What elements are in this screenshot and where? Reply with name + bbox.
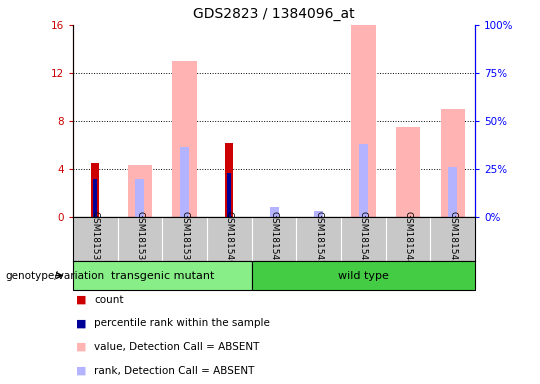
Text: count: count	[94, 295, 124, 305]
Text: GSM181537: GSM181537	[91, 211, 100, 266]
Bar	[225, 142, 233, 217]
Text: GSM181541: GSM181541	[269, 211, 279, 266]
Text: GSM181544: GSM181544	[403, 211, 413, 265]
Text: value, Detection Call = ABSENT: value, Detection Call = ABSENT	[94, 342, 260, 352]
Text: GSM181543: GSM181543	[359, 211, 368, 266]
Bar	[93, 179, 97, 217]
Text: genotype/variation: genotype/variation	[5, 270, 105, 281]
Title: GDS2823 / 1384096_at: GDS2823 / 1384096_at	[193, 7, 355, 21]
Bar	[359, 144, 368, 217]
Text: transgenic mutant: transgenic mutant	[111, 270, 214, 281]
Text: rank, Detection Call = ABSENT: rank, Detection Call = ABSENT	[94, 366, 255, 376]
Bar	[227, 172, 231, 217]
Text: ■: ■	[76, 318, 86, 328]
Text: ■: ■	[76, 342, 86, 352]
Bar	[91, 163, 99, 217]
Text: GSM181540: GSM181540	[225, 211, 234, 266]
Text: ■: ■	[76, 295, 86, 305]
Text: percentile rank within the sample: percentile rank within the sample	[94, 318, 271, 328]
Bar	[136, 179, 144, 217]
Bar	[73, 261, 252, 290]
Bar	[314, 211, 323, 217]
Bar	[172, 61, 197, 217]
Bar	[441, 109, 465, 217]
Bar	[269, 207, 279, 217]
Text: GSM181545: GSM181545	[448, 211, 457, 266]
Bar	[351, 25, 376, 217]
Bar	[252, 261, 475, 290]
Text: ■: ■	[76, 366, 86, 376]
Bar	[127, 166, 152, 217]
Bar	[396, 127, 421, 217]
Text: GSM181542: GSM181542	[314, 211, 323, 265]
Text: wild type: wild type	[338, 270, 389, 281]
Text: GSM181539: GSM181539	[180, 211, 189, 266]
Text: GSM181538: GSM181538	[136, 211, 145, 266]
Bar	[180, 147, 189, 217]
Bar	[448, 167, 457, 217]
